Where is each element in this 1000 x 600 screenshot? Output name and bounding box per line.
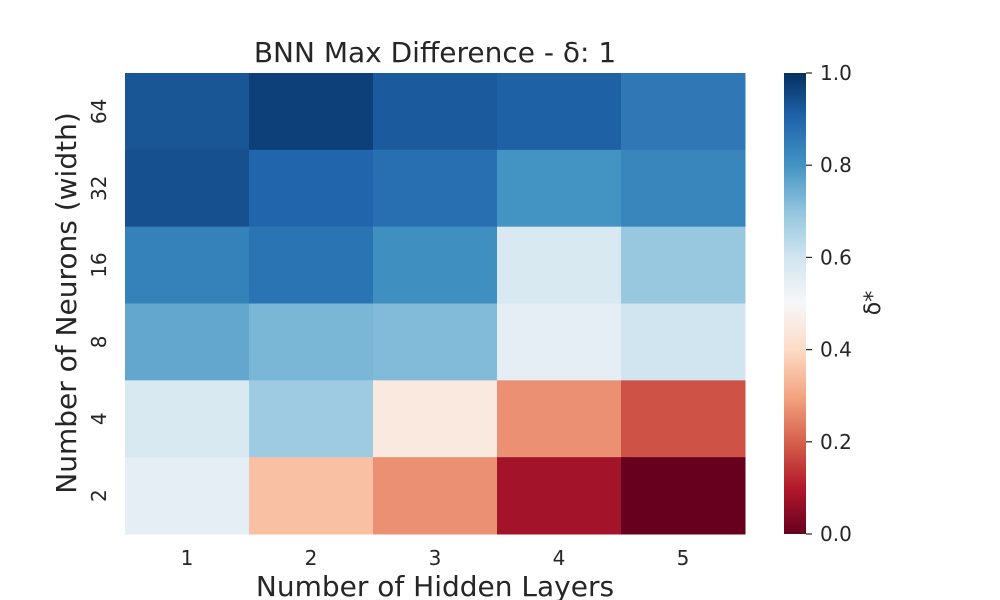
colorbar-tick-label: 0.4 bbox=[820, 338, 852, 362]
heatmap-cell bbox=[125, 149, 250, 228]
heatmap-cell bbox=[249, 73, 374, 151]
y-tick-label: 8 bbox=[87, 336, 111, 349]
heatmap-cell bbox=[249, 149, 374, 228]
heatmap-cell bbox=[621, 380, 746, 458]
x-tick-label: 3 bbox=[429, 546, 442, 570]
heatmap-cell bbox=[125, 457, 250, 535]
heatmap-cells bbox=[125, 73, 746, 535]
y-tick-labels: 64 32 16 8 4 2 bbox=[87, 99, 111, 502]
heatmap-cell bbox=[373, 457, 498, 535]
heatmap-cell bbox=[497, 303, 622, 381]
heatmap-cell bbox=[621, 226, 746, 304]
heatmap-cell bbox=[125, 73, 250, 151]
heatmap-cell bbox=[125, 380, 250, 458]
colorbar-label: δ* bbox=[861, 291, 886, 315]
colorbar-tick-label: 0.8 bbox=[820, 153, 852, 177]
heatmap-cell bbox=[249, 457, 374, 535]
heatmap-cell bbox=[373, 226, 498, 304]
x-tick-label: 2 bbox=[305, 546, 318, 570]
y-tick-label: 32 bbox=[87, 176, 111, 201]
y-tick-label: 2 bbox=[87, 489, 111, 502]
colorbar-tick-label: 0.2 bbox=[820, 430, 852, 454]
heatmap-cell bbox=[373, 303, 498, 381]
y-tick-label: 16 bbox=[87, 252, 111, 277]
heatmap-cell bbox=[621, 303, 746, 381]
heatmap-cell bbox=[249, 303, 374, 381]
heatmap-cell bbox=[497, 457, 622, 535]
heatmap-cell bbox=[373, 73, 498, 151]
colorbar-tick-label: 0.6 bbox=[820, 245, 852, 269]
heatmap-cell bbox=[373, 149, 498, 228]
heatmap-cell bbox=[621, 73, 746, 151]
x-tick-label: 1 bbox=[181, 546, 194, 570]
heatmap-cell bbox=[497, 380, 622, 458]
heatmap-cell bbox=[497, 226, 622, 304]
colorbar-tick-label: 0.0 bbox=[820, 522, 852, 546]
heatmap-cell bbox=[125, 303, 250, 381]
y-tick-label: 64 bbox=[87, 99, 111, 124]
heatmap-cell bbox=[125, 226, 250, 304]
heatmap-cell bbox=[497, 73, 622, 151]
x-tick-label: 4 bbox=[553, 546, 566, 570]
x-tick-label: 5 bbox=[677, 546, 690, 570]
y-tick-label: 4 bbox=[87, 412, 111, 425]
chart-title: BNN Max Difference - δ: 1 bbox=[254, 36, 616, 69]
x-axis-label: Number of Hidden Layers bbox=[256, 570, 614, 600]
heatmap-cell bbox=[249, 380, 374, 458]
heatmap-cell bbox=[621, 149, 746, 228]
colorbar-ticks: 0.0 0.2 0.4 0.6 0.8 1.0 bbox=[806, 61, 852, 546]
heatmap-cell bbox=[621, 457, 746, 535]
heatmap-cell bbox=[373, 380, 498, 458]
heatmap-cell bbox=[497, 149, 622, 228]
colorbar-tick-label: 1.0 bbox=[820, 61, 852, 85]
x-tick-labels: 1 2 3 4 5 bbox=[181, 546, 690, 570]
heatmap-cell bbox=[249, 226, 374, 304]
colorbar bbox=[784, 73, 806, 534]
y-axis-label: Number of Neurons (width) bbox=[50, 112, 83, 493]
